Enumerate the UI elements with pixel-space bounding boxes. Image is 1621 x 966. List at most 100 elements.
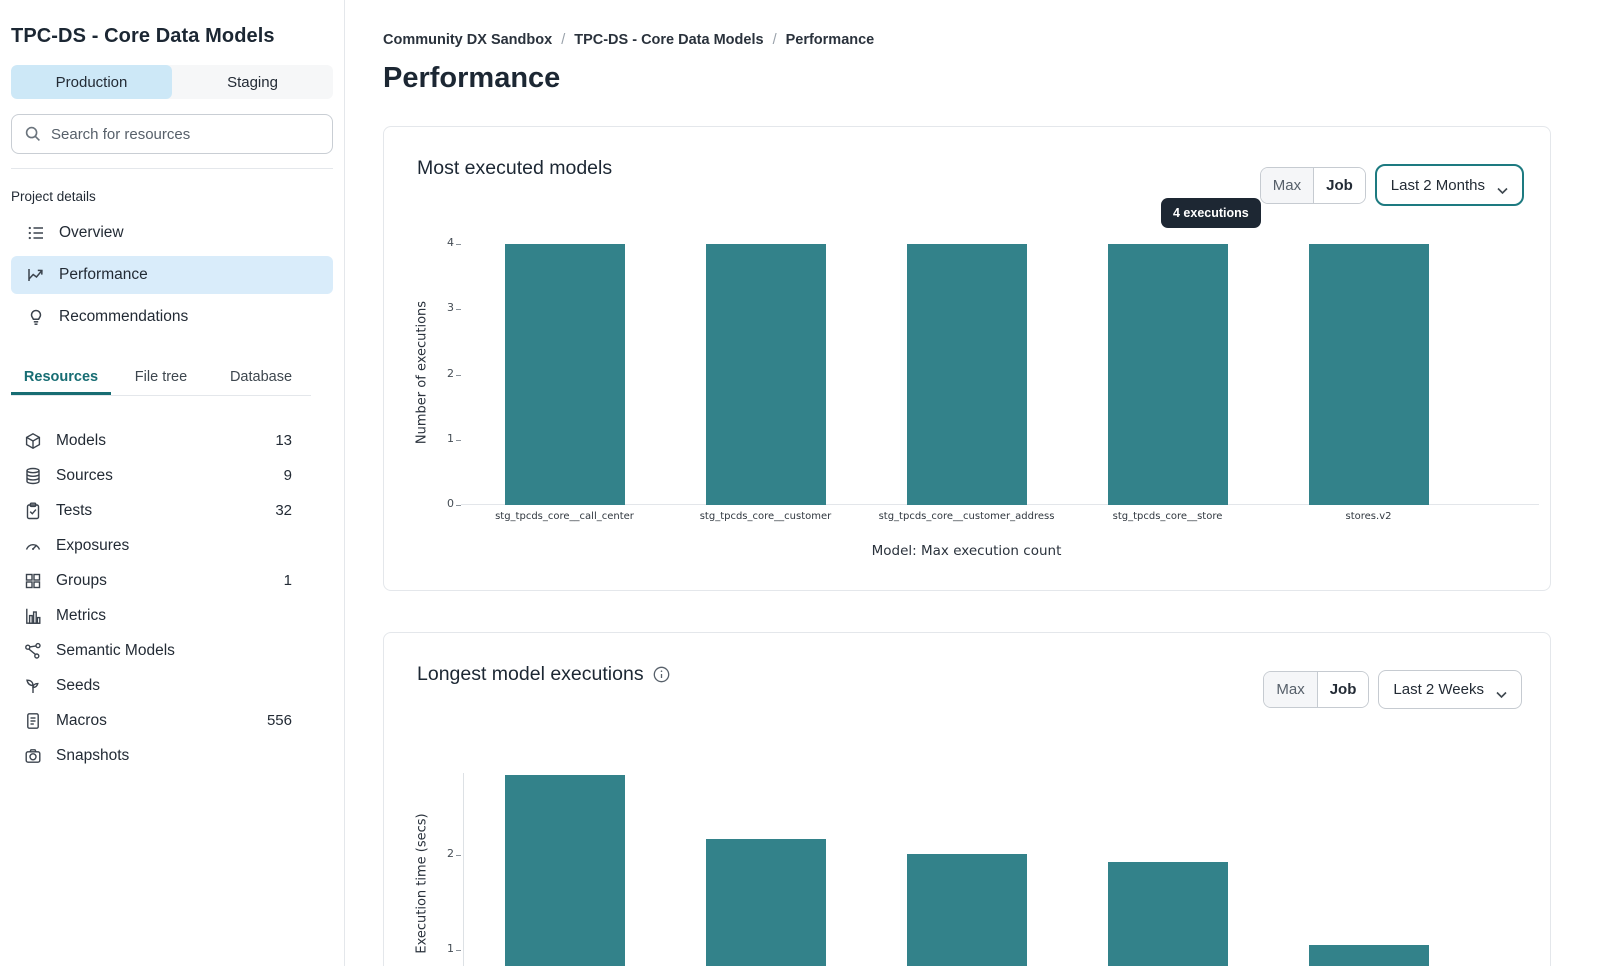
y-axis-line	[463, 773, 464, 966]
tab-resources[interactable]: Resources	[11, 362, 111, 395]
bar-stg_tpcds_core__store[interactable]	[1107, 244, 1228, 505]
info-icon[interactable]	[653, 666, 670, 683]
resource-sources[interactable]: Sources 9	[11, 458, 310, 493]
resource-exposures[interactable]: Exposures	[11, 528, 310, 563]
resource-label: Tests	[56, 501, 93, 519]
y-tick: 1	[447, 431, 454, 445]
sidebar-tabs: Resources File tree Database	[11, 362, 311, 396]
resource-label: Sources	[56, 466, 113, 484]
resource-snapshots[interactable]: Snapshots	[11, 738, 310, 773]
y-tick-mark	[456, 950, 461, 951]
bar-stg_tpcds_core__customer_address[interactable]	[906, 244, 1027, 505]
breadcrumb-separator: /	[772, 32, 777, 48]
bar-stores.v2[interactable]	[1308, 244, 1429, 505]
seedling-icon	[24, 677, 42, 695]
resource-label: Snapshots	[56, 746, 130, 764]
date-range-select[interactable]: Last 2 Weeks	[1378, 670, 1522, 709]
bar[interactable]	[906, 853, 1027, 966]
resource-count: 13	[275, 432, 292, 449]
date-range-value: Last 2 Months	[1390, 176, 1485, 194]
max-job-toggle: Max Job	[1259, 166, 1366, 204]
bar[interactable]	[504, 775, 625, 966]
line-chart-icon	[27, 266, 45, 284]
sidebar-item-performance[interactable]: Performance	[11, 256, 333, 294]
resource-groups[interactable]: Groups 1	[11, 563, 310, 598]
y-tick-mark	[456, 439, 461, 441]
resource-label: Semantic Models	[56, 641, 175, 659]
main-content: Community DX Sandbox / TPC-DS - Core Data …	[345, 0, 1621, 966]
most-executed-models-card: Most executed models Max Job Last 2 Month…	[383, 126, 1551, 591]
y-axis-title: Execution time (secs)	[414, 813, 430, 954]
y-tick-mark	[456, 374, 461, 376]
clipboard-check-icon	[24, 502, 42, 520]
y-tick: 2	[447, 366, 454, 380]
resource-label: Seeds	[56, 676, 100, 694]
y-tick: 0	[447, 497, 454, 510]
resource-tests[interactable]: Tests 32	[11, 493, 310, 528]
breadcrumb-link[interactable]: Community DX Sandbox	[383, 32, 553, 48]
y-tick-mark	[456, 505, 461, 506]
bar[interactable]	[705, 839, 826, 966]
grid-icon	[24, 572, 42, 590]
resource-models[interactable]: Models 13	[11, 423, 310, 458]
sidebar-divider	[11, 168, 333, 169]
env-option-production[interactable]: Production	[11, 65, 172, 99]
max-button[interactable]: Max	[1260, 167, 1315, 203]
resource-label: Metrics	[56, 606, 106, 624]
longest-model-executions-card: Longest model executions Max Job Last 2 W…	[383, 632, 1551, 966]
x-tick-label: stg_tpcds_core__call_center	[495, 511, 634, 522]
bar-stg_tpcds_core__call_center[interactable]	[504, 244, 625, 505]
chevron-down-icon	[1497, 182, 1508, 194]
resource-list: Models 13 Sources 9 Tests 32 Exposures Groups 1 M…	[11, 423, 310, 773]
resource-macros[interactable]: Macros 556	[11, 703, 310, 738]
resource-count: 1	[283, 572, 292, 589]
breadcrumb-link[interactable]: TPC-DS - Core Data Models	[574, 32, 764, 48]
project-nav: Overview Performance Recommendations	[11, 214, 333, 336]
resource-label: Groups	[56, 571, 107, 589]
resource-seeds[interactable]: Seeds	[11, 668, 310, 703]
card-controls: Max Job Last 2 Weeks	[1263, 670, 1522, 709]
card-title-text: Most executed models	[417, 157, 613, 179]
search-input[interactable]	[51, 125, 320, 143]
card-controls: Max Job Last 2 Months	[1259, 164, 1524, 206]
tab-file-tree[interactable]: File tree	[111, 362, 211, 395]
max-button[interactable]: Max	[1264, 672, 1318, 707]
resource-count: 556	[266, 712, 292, 729]
card-title-text: Longest model executions	[417, 663, 644, 685]
resource-label: Exposures	[56, 536, 130, 554]
longest-model-executions-chart: 1 2 Execution time (secs)	[384, 633, 1550, 966]
nav-item-label: Performance	[59, 266, 148, 283]
x-tick-label: stores.v2	[1345, 511, 1392, 522]
x-axis-title: Model: Max execution count	[871, 543, 1062, 559]
resource-label: Models	[56, 431, 106, 449]
gauge-icon	[24, 537, 42, 555]
y-tick: 4	[447, 236, 454, 249]
project-details-label: Project details	[11, 189, 96, 204]
resource-semantic-models[interactable]: Semantic Models	[11, 633, 310, 668]
tab-database[interactable]: Database	[211, 362, 311, 395]
job-button[interactable]: Job	[1317, 672, 1369, 707]
x-tick-label: stg_tpcds_core__customer	[699, 511, 832, 522]
sidebar-item-recommendations[interactable]: Recommendations	[11, 298, 333, 336]
nav-item-label: Overview	[59, 224, 124, 241]
env-option-staging[interactable]: Staging	[172, 65, 333, 99]
bar[interactable]	[1107, 862, 1228, 966]
bar[interactable]	[1308, 945, 1429, 966]
y-tick: 2	[447, 846, 454, 860]
y-tick: 1	[447, 942, 454, 955]
job-button[interactable]: Job	[1314, 167, 1365, 203]
chart-tooltip: 4 executions	[1161, 198, 1261, 228]
nav-item-label: Recommendations	[59, 308, 189, 325]
max-job-toggle: Max Job	[1263, 671, 1370, 708]
resource-count: 32	[275, 502, 292, 519]
sidebar-item-overview[interactable]: Overview	[11, 214, 333, 252]
project-title: TPC-DS - Core Data Models	[11, 25, 275, 47]
page-title: Performance	[383, 62, 561, 94]
bar-chart-icon	[24, 607, 42, 625]
date-range-select[interactable]: Last 2 Months	[1374, 164, 1524, 206]
bar-stg_tpcds_core__customer[interactable]	[705, 244, 826, 505]
y-tick-mark	[456, 854, 461, 856]
date-range-value: Last 2 Weeks	[1393, 681, 1484, 698]
resource-metrics[interactable]: Metrics	[11, 598, 310, 633]
